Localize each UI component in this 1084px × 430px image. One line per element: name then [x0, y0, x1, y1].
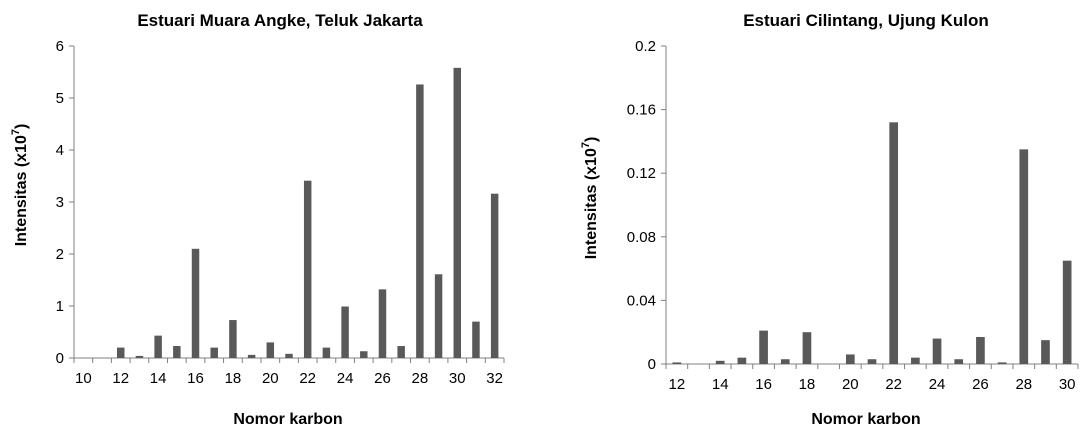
y-axis-label-main: Intensitas (x10	[583, 148, 600, 259]
bar-30	[1062, 260, 1072, 364]
x-tick-label: 26	[374, 370, 391, 387]
x-tick-label: 26	[972, 376, 989, 393]
bar-26	[378, 289, 387, 358]
y-axis-label-sup: 7	[580, 142, 592, 148]
y-axis-label: Intensitas (x107)	[580, 137, 600, 260]
bar-23	[322, 347, 331, 358]
x-tick-label: 28	[412, 370, 429, 387]
chart-title: Estuari Cilintang, Ujung Kulon	[743, 11, 989, 30]
x-tick-label: 30	[1059, 376, 1076, 393]
chart-muara-angke: Estuari Muara Angke, Teluk Jakarta Inten…	[0, 0, 530, 430]
bar-20	[266, 342, 275, 358]
bar-12	[117, 347, 125, 358]
bar-21	[867, 359, 877, 364]
bar-25	[360, 351, 368, 358]
y-tick-label: 0.2	[635, 38, 656, 55]
y-tick-label: 1	[56, 298, 64, 315]
bar-31	[472, 321, 480, 358]
x-tick-label: 22	[885, 376, 902, 393]
bar-13	[135, 355, 144, 358]
y-axis-label-tail: )	[13, 124, 30, 129]
y-tick-label: 0.16	[627, 102, 656, 119]
x-tick-label: 12	[112, 370, 129, 387]
y-axis-label-tail: )	[583, 137, 600, 142]
bar-16	[759, 330, 768, 364]
bar-22	[303, 180, 312, 358]
y-tick-label: 4	[56, 142, 64, 159]
bar-16	[191, 248, 200, 358]
bar-18	[802, 332, 812, 364]
x-tick-label: 30	[449, 370, 466, 387]
bar-17	[780, 359, 790, 364]
y-axis-label-main: Intensitas (x10	[13, 135, 30, 246]
y-tick-label: 0	[56, 350, 64, 367]
bar-23	[911, 357, 920, 364]
bar-30	[453, 67, 461, 358]
x-tick-label: 12	[668, 376, 685, 393]
x-tick-label: 14	[712, 376, 729, 393]
x-tick-label: 14	[150, 370, 167, 387]
x-tick-label: 10	[75, 370, 92, 387]
y-tick-label: 3	[56, 194, 64, 211]
chart-cilintang: Estuari Cilintang, Ujung Kulon Intensita…	[560, 0, 1084, 430]
bar-15	[173, 346, 181, 358]
bar-22	[889, 122, 899, 364]
bar-14	[715, 360, 725, 364]
bar-19	[247, 354, 256, 358]
bar-32	[490, 193, 499, 358]
x-tick-label: 32	[486, 370, 503, 387]
bar-29	[434, 274, 443, 358]
bar-17	[210, 347, 218, 358]
bar-29	[1041, 340, 1050, 364]
bar-28	[416, 84, 424, 358]
y-axis-label-sup: 7	[10, 129, 22, 135]
chart-muara-angke-svg: Estuari Muara Angke, Teluk Jakarta Inten…	[10, 11, 505, 428]
y-tick-label: 5	[56, 90, 64, 107]
chart-title: Estuari Muara Angke, Teluk Jakarta	[137, 11, 423, 30]
bar-21	[285, 353, 293, 358]
x-tick-label: 20	[842, 376, 859, 393]
x-tick-label: 16	[187, 370, 204, 387]
x-axis-label: Nomor karbon	[233, 411, 342, 428]
x-tick-label: 22	[299, 370, 316, 387]
x-tick-label: 24	[337, 370, 354, 387]
y-tick-label: 0.04	[627, 292, 656, 309]
x-tick-label: 18	[799, 376, 816, 393]
x-axis-label: Nomor karbon	[811, 411, 920, 428]
bar-24	[932, 338, 942, 364]
bar-27	[397, 346, 405, 358]
chart-cilintang-svg: Estuari Cilintang, Ujung Kulon Intensita…	[580, 11, 1079, 428]
x-tick-label: 16	[755, 376, 772, 393]
y-axis-label: Intensitas (x107)	[10, 124, 30, 247]
bar-26	[976, 336, 985, 364]
x-tick-label: 28	[1015, 376, 1032, 393]
bar-18	[229, 320, 237, 358]
y-tick-label: 6	[56, 38, 64, 55]
bar-12	[672, 362, 682, 364]
y-tick-label: 0.12	[627, 165, 656, 182]
bar-15	[737, 357, 747, 364]
plot-area: 0 0.04 0.08 0.12 0.16 0.2 12 14 16 18 20 22 24 26 28 30	[627, 38, 1079, 393]
bar-24	[341, 306, 349, 358]
y-tick-label: 0	[648, 356, 656, 373]
x-tick-label: 24	[929, 376, 946, 393]
bar-28	[1019, 149, 1029, 364]
x-tick-label: 18	[225, 370, 242, 387]
bar-14	[154, 335, 162, 358]
bar-25	[954, 359, 964, 364]
y-tick-label: 2	[56, 246, 64, 263]
bar-20	[845, 354, 855, 364]
x-tick-label: 20	[262, 370, 279, 387]
bar-27	[997, 362, 1007, 364]
y-tick-label: 0.08	[627, 229, 656, 246]
